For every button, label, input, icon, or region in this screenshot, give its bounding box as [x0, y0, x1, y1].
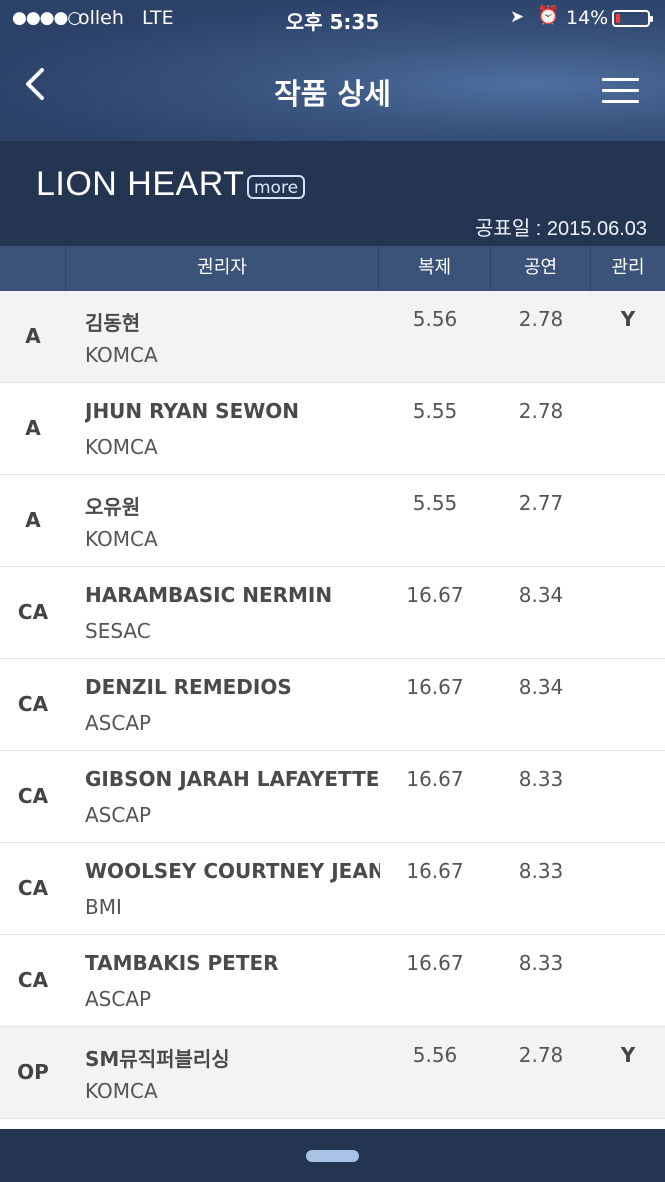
society-name: ASCAP — [85, 711, 152, 735]
page-title: 작품 상세 — [274, 77, 391, 111]
more-button[interactable]: more — [247, 175, 306, 199]
holder-name: 오유원 — [85, 495, 141, 519]
navigation-bar: 작품 상세 — [0, 38, 665, 141]
society-name: SESAC — [85, 619, 151, 643]
battery-level — [616, 14, 620, 23]
holder-name: GIBSON JARAH LAFAYETTE — [85, 767, 380, 791]
location-arrow-icon: ➤ — [510, 7, 525, 27]
row-type: A — [25, 416, 41, 440]
society-name: KOMCA — [85, 435, 158, 459]
holder-name: 김동현 — [85, 311, 141, 335]
alarm-clock-icon: ⏰ — [537, 5, 560, 26]
table-row[interactable]: A 김동현 KOMCA 5.56 2.78 Y — [0, 291, 665, 383]
holder-name: SM뮤직퍼블리싱 — [85, 1047, 230, 1071]
signal-strength-icon: ●●●●○ — [12, 8, 82, 28]
management-flag: Y — [620, 307, 636, 331]
battery-icon — [612, 10, 653, 27]
performance-share: 8.34 — [518, 583, 564, 607]
battery-percent: 14% — [566, 7, 609, 29]
row-type: CA — [17, 968, 49, 992]
performance-share: 2.78 — [518, 399, 564, 423]
row-type: A — [25, 324, 41, 348]
society-name: KOMCA — [85, 1079, 158, 1103]
column-holder: 권리자 — [66, 246, 379, 291]
performance-share: 8.33 — [518, 859, 564, 883]
reproduction-share: 16.67 — [406, 675, 464, 699]
performance-share: 8.33 — [518, 767, 564, 791]
reproduction-share: 5.56 — [412, 1043, 458, 1067]
back-button[interactable] — [18, 64, 68, 114]
column-reproduction: 복제 — [379, 246, 491, 291]
holder-name: JHUN RYAN SEWON — [85, 399, 300, 423]
society-name: KOMCA — [85, 343, 158, 367]
row-type: A — [25, 508, 41, 532]
society-name: KOMCA — [85, 527, 158, 551]
drag-handle[interactable] — [306, 1150, 359, 1162]
row-type: CA — [17, 876, 49, 900]
society-name: ASCAP — [85, 803, 152, 827]
row-type: CA — [17, 600, 49, 624]
hamburger-menu-icon — [602, 78, 639, 81]
status-bar: ●●●●○ olleh LTE 오후 5:35 ➤ ⏰ 14% — [0, 0, 665, 38]
column-type — [0, 246, 66, 291]
reproduction-share: 16.67 — [406, 583, 464, 607]
header-background — [0, 0, 665, 141]
bottom-bar — [0, 1129, 665, 1182]
reproduction-share: 16.67 — [406, 859, 464, 883]
table-header: 권리자 복제 공연 관리 — [0, 246, 665, 291]
table-row[interactable]: OP SM뮤직퍼블리싱 KOMCA 5.56 2.78 Y — [0, 1027, 665, 1119]
performance-share: 2.78 — [518, 307, 564, 331]
row-type: CA — [17, 692, 49, 716]
rights-holder-list: A 김동현 KOMCA 5.56 2.78 Y A JHUN RYAN SEWON KOMCA 5… — [0, 291, 665, 1119]
menu-button[interactable] — [602, 76, 640, 104]
reproduction-share: 5.55 — [412, 399, 458, 423]
reproduction-share: 5.56 — [412, 307, 458, 331]
performance-share: 2.77 — [518, 491, 564, 515]
row-type: CA — [17, 784, 49, 808]
society-name: ASCAP — [85, 987, 152, 1011]
holder-name: WOOLSEY COURTNEY JEANNE — [85, 859, 380, 883]
management-flag: Y — [620, 1043, 636, 1067]
row-type: OP — [17, 1060, 49, 1084]
column-management: 관리 — [611, 257, 645, 278]
performance-share: 8.34 — [518, 675, 564, 699]
carrier-name: olleh — [78, 7, 124, 29]
reproduction-share: 5.55 — [412, 491, 458, 515]
table-row[interactable]: CA TAMBAKIS PETER ASCAP 16.67 8.33 — [0, 935, 665, 1027]
performance-share: 8.33 — [518, 951, 564, 975]
table-row[interactable]: CA HARAMBASIC NERMIN SESAC 16.67 8.34 — [0, 567, 665, 659]
chevron-left-icon — [26, 68, 44, 100]
holder-name: DENZIL REMEDIOS — [85, 675, 292, 699]
status-time: 오후 5:35 — [285, 10, 380, 34]
song-title: LION HEART — [36, 165, 245, 203]
table-row[interactable]: CA GIBSON JARAH LAFAYETTE ASCAP 16.67 8.33 — [0, 751, 665, 843]
reproduction-share: 16.67 — [406, 951, 464, 975]
reproduction-share: 16.67 — [406, 767, 464, 791]
holder-name: TAMBAKIS PETER — [85, 951, 279, 975]
announce-date: 공표일 : 2015.06.03 — [475, 218, 647, 240]
table-row[interactable]: CA DENZIL REMEDIOS ASCAP 16.67 8.34 — [0, 659, 665, 751]
song-header: LION HEART more 공표일 : 2015.06.03 — [0, 141, 665, 246]
table-row[interactable]: A 오유원 KOMCA 5.55 2.77 — [0, 475, 665, 567]
table-row[interactable]: A JHUN RYAN SEWON KOMCA 5.55 2.78 — [0, 383, 665, 475]
holder-name: HARAMBASIC NERMIN — [85, 583, 333, 607]
society-name: BMI — [85, 895, 122, 919]
column-performance: 공연 — [491, 246, 591, 291]
network-type: LTE — [142, 7, 174, 29]
table-row[interactable]: CA WOOLSEY COURTNEY JEANNE BMI 16.67 8.33 — [0, 843, 665, 935]
performance-share: 2.78 — [518, 1043, 564, 1067]
